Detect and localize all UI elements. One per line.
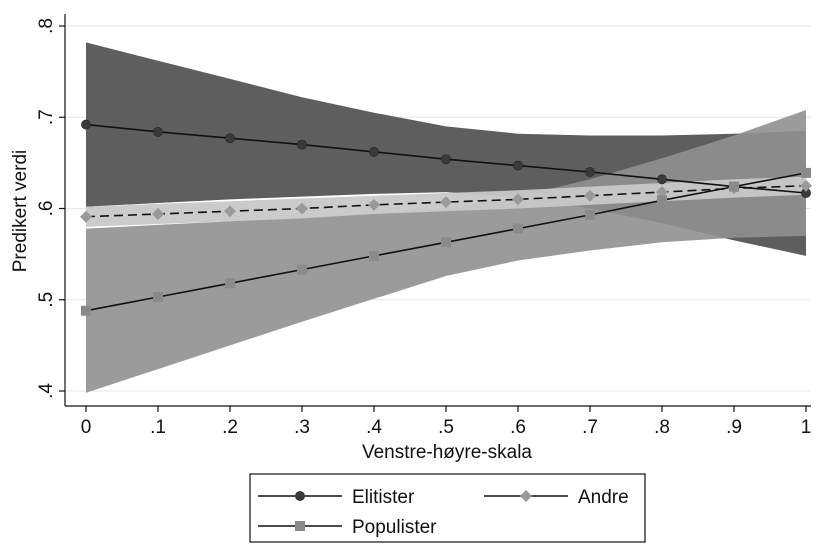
data-point-andre xyxy=(800,179,812,192)
series-markers xyxy=(80,119,812,316)
data-point-elitister xyxy=(657,174,667,185)
x-tick-label: 1 xyxy=(801,417,812,438)
data-point-andre xyxy=(296,202,308,215)
y-tick-label: .8 xyxy=(36,18,57,34)
x-tick-label: .2 xyxy=(222,417,238,438)
x-tick-label: .6 xyxy=(510,417,526,438)
legend-label-andre: Andre xyxy=(578,487,629,508)
data-point-populister xyxy=(369,250,379,261)
x-axis-title: Venstre-høyre-skala xyxy=(362,442,532,463)
data-point-populister xyxy=(81,305,91,316)
x-tick-labels: 0 .1 .2 .3 .4 .5 .6 .7 .8 .9 1 xyxy=(81,406,812,438)
data-point-populister xyxy=(225,278,235,289)
y-tick-label: .5 xyxy=(36,292,57,308)
data-point-elitister xyxy=(153,126,163,137)
data-point-populister xyxy=(729,181,739,192)
x-tick-label: .3 xyxy=(294,417,310,438)
x-tick-label: .7 xyxy=(582,417,598,438)
data-point-elitister xyxy=(585,167,595,177)
data-point-andre xyxy=(440,196,452,209)
data-point-andre xyxy=(152,207,164,220)
data-point-populister xyxy=(153,292,163,303)
data-point-populister xyxy=(297,264,307,275)
legend-marker-andre xyxy=(520,490,532,502)
x-tick-label: 0 xyxy=(81,417,92,438)
y-tick-label: .7 xyxy=(36,109,57,125)
data-point-andre xyxy=(656,186,668,199)
data-point-andre xyxy=(584,189,596,202)
legend: Elitister Andre Populister xyxy=(249,473,646,543)
x-tick-label: .9 xyxy=(726,417,742,438)
data-point-elitister xyxy=(513,160,523,171)
data-point-populister xyxy=(657,195,667,206)
legend-label-populister: Populister xyxy=(352,517,437,538)
data-point-elitister xyxy=(441,154,451,165)
x-tick-label: .5 xyxy=(438,417,454,438)
data-point-populister xyxy=(801,167,811,178)
data-point-elitister xyxy=(225,133,235,144)
data-point-populister xyxy=(585,209,595,220)
data-point-populister xyxy=(441,237,451,248)
legend-marker-elitister xyxy=(295,491,305,501)
data-point-andre xyxy=(80,210,92,223)
x-tick-label: .8 xyxy=(654,417,670,438)
legend-box xyxy=(249,473,646,543)
x-tick-label: .4 xyxy=(366,417,382,438)
y-axis-title: Predikert verdi xyxy=(10,150,31,273)
data-point-andre xyxy=(512,193,524,206)
data-point-andre xyxy=(224,205,236,218)
y-tick-label: .4 xyxy=(36,383,57,399)
y-tick-labels: .4 .5 .6 .7 .8 xyxy=(36,18,65,399)
legend-marker-populister xyxy=(295,521,305,531)
data-point-elitister xyxy=(297,139,307,150)
ci-band-populister xyxy=(86,110,806,393)
x-tick-label: .1 xyxy=(150,417,166,438)
data-point-elitister xyxy=(81,119,91,130)
legend-label-elitister: Elitister xyxy=(352,487,415,508)
data-point-elitister xyxy=(369,147,379,157)
data-point-andre xyxy=(368,198,380,211)
axes xyxy=(64,14,811,407)
y-tick-label: .6 xyxy=(36,201,57,217)
series-line-andre xyxy=(85,184,807,218)
data-point-populister xyxy=(513,223,523,234)
